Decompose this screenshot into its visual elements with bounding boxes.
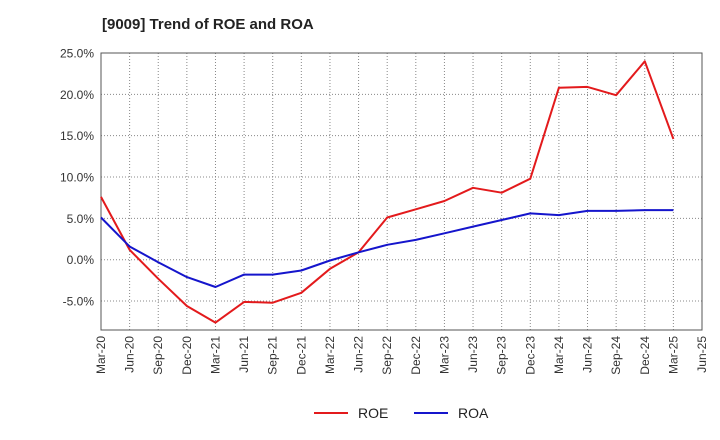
plot-frame (100, 52, 703, 331)
y-tick-label: 10.0% (60, 171, 94, 185)
y-tick-label: 0.0% (67, 253, 95, 267)
y-tick-label: 5.0% (67, 212, 95, 226)
legend-label-roa: ROA (458, 405, 489, 421)
y-tick-label: -5.0% (63, 295, 95, 309)
series-line-roe (100, 60, 675, 324)
legend-item-roe: ROE (314, 405, 388, 421)
x-tick-label: Jun-23 (466, 336, 480, 373)
x-tick-label: Mar-22 (323, 336, 337, 374)
x-tick-label: Jun-24 (581, 336, 595, 373)
y-tick-label: 25.0% (60, 47, 94, 61)
y-tick-label: 15.0% (60, 129, 94, 143)
x-tick-label: Sep-21 (266, 336, 280, 375)
legend: ROE ROA (0, 405, 720, 425)
x-tick-label: Sep-22 (380, 336, 394, 375)
x-tick-label: Sep-20 (151, 336, 165, 375)
x-tick-label: Sep-23 (495, 336, 509, 375)
legend-swatch-roa (414, 412, 448, 414)
x-tick-label: Mar-20 (94, 336, 108, 374)
x-tick-label: Jun-20 (123, 336, 137, 373)
chart-title: [9009] Trend of ROE and ROA (102, 16, 314, 33)
x-tick-label: Mar-24 (552, 336, 566, 374)
x-tick-label: Sep-24 (609, 336, 623, 375)
legend-swatch-roe (314, 412, 348, 414)
x-tick-label: Jun-22 (352, 336, 366, 373)
series-line-roa (100, 209, 674, 288)
x-tick-label: Dec-22 (409, 336, 423, 375)
x-tick-label: Jun-21 (237, 336, 251, 373)
x-tick-label: Dec-24 (638, 336, 652, 375)
x-tick-label: Mar-25 (666, 336, 680, 374)
x-tick-label: Jun-25 (695, 336, 709, 373)
plot-area (101, 53, 702, 330)
legend-label-roe: ROE (358, 405, 389, 421)
x-tick-label: Mar-21 (208, 336, 222, 374)
x-tick-label: Dec-20 (180, 336, 194, 375)
x-tick-label: Dec-23 (523, 336, 537, 375)
legend-item-roa: ROA (414, 405, 488, 421)
x-tick-label: Mar-23 (437, 336, 451, 374)
x-tick-label: Dec-21 (294, 336, 308, 375)
y-tick-label: 20.0% (60, 88, 94, 102)
